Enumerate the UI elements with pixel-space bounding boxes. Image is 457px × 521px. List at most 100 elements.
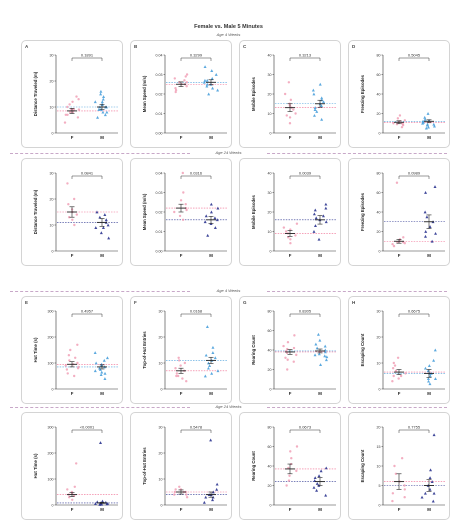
female-point bbox=[173, 490, 177, 494]
female-point bbox=[398, 114, 402, 117]
male-point bbox=[210, 371, 214, 375]
male-point bbox=[432, 358, 436, 362]
male-point bbox=[215, 218, 219, 222]
male-point bbox=[208, 364, 212, 367]
x-tick-label: M bbox=[427, 135, 431, 140]
male-point bbox=[430, 480, 434, 483]
female-point bbox=[292, 108, 295, 111]
female-point bbox=[285, 484, 288, 487]
male-point bbox=[205, 325, 209, 328]
female-point bbox=[73, 485, 76, 488]
male-point bbox=[424, 230, 428, 233]
female-point bbox=[77, 108, 81, 111]
female-point bbox=[68, 359, 71, 362]
male-point bbox=[324, 466, 328, 470]
male-point bbox=[97, 108, 101, 111]
male-point bbox=[209, 210, 213, 214]
section-divider bbox=[267, 153, 447, 154]
male-point bbox=[104, 218, 108, 222]
x-tick-label: F bbox=[71, 135, 74, 140]
male-point bbox=[102, 358, 106, 362]
female-point bbox=[289, 98, 293, 102]
female-point bbox=[75, 213, 79, 216]
x-tick-label: M bbox=[427, 507, 431, 512]
female-point bbox=[185, 85, 188, 88]
female-point bbox=[76, 367, 80, 370]
male-point bbox=[423, 366, 427, 370]
male-point bbox=[317, 474, 321, 478]
significance-bracket bbox=[398, 429, 430, 433]
y-tick-label: 20 bbox=[268, 368, 272, 372]
male-point bbox=[324, 220, 328, 224]
panel-letter: F bbox=[134, 300, 137, 305]
female-point bbox=[286, 358, 289, 361]
p-value-label: 0.4957 bbox=[81, 309, 94, 314]
section-divider bbox=[10, 291, 190, 292]
female-point bbox=[72, 197, 76, 201]
male-point bbox=[426, 125, 430, 129]
chart-svg: 0 10 20 30 Top-of-Hut Entries F M 0.0168 bbox=[142, 309, 227, 396]
significance-bracket bbox=[180, 57, 212, 61]
female-point bbox=[177, 356, 180, 359]
female-point bbox=[283, 92, 287, 96]
y-tick-label: 0.00 bbox=[156, 249, 163, 253]
y-tick-label: 20 bbox=[377, 335, 381, 339]
y-tick-label: 0 bbox=[379, 387, 381, 391]
male-point bbox=[202, 80, 206, 84]
p-value-label: 0.0316 bbox=[190, 171, 203, 176]
male-point bbox=[214, 73, 218, 76]
female-point bbox=[289, 450, 292, 453]
male-point bbox=[313, 353, 317, 357]
female-point bbox=[392, 361, 395, 365]
female-point bbox=[181, 171, 185, 175]
chart-panel: 0 5 10 15 20 Escaping Count F M 0.7755 bbox=[348, 412, 450, 520]
male-point bbox=[426, 377, 430, 380]
chart-svg: 0 20 40 60 80 Rearing Count F M 0.8305 bbox=[251, 309, 336, 396]
significance-bracket bbox=[71, 57, 103, 61]
male-point bbox=[312, 92, 316, 96]
y-axis-label: Hut Time (s) bbox=[33, 453, 38, 478]
female-point bbox=[179, 199, 183, 202]
age-label: Age 24 Weeks bbox=[215, 150, 242, 155]
male-point bbox=[98, 215, 102, 219]
male-point bbox=[93, 502, 97, 506]
x-tick-label: F bbox=[398, 391, 401, 396]
female-point bbox=[174, 88, 178, 92]
male-point bbox=[215, 482, 219, 486]
panel-letter: H bbox=[352, 300, 356, 305]
female-point bbox=[285, 114, 288, 117]
y-tick-label: 20 bbox=[159, 335, 163, 339]
chart-panel: A 0 10 20 30 Distance Traveled (m) F M 0.1891 bbox=[21, 40, 123, 148]
y-tick-label: 0 bbox=[52, 387, 54, 391]
male-point bbox=[93, 100, 97, 104]
male-point bbox=[427, 379, 431, 383]
female-point bbox=[391, 380, 394, 383]
x-tick-label: F bbox=[71, 391, 74, 396]
x-tick-label: M bbox=[209, 135, 213, 140]
female-point bbox=[295, 445, 299, 448]
female-point bbox=[175, 372, 179, 375]
y-tick-label: 20 bbox=[268, 484, 272, 488]
male-point bbox=[100, 499, 104, 503]
chart-panel: F 0 10 20 30 Top-of-Hut Entries F M 0.0168 bbox=[130, 296, 232, 404]
male-point bbox=[428, 476, 432, 480]
female-point bbox=[173, 77, 176, 80]
y-tick-label: 40 bbox=[377, 92, 381, 96]
y-tick-label: 60 bbox=[268, 329, 272, 333]
male-point bbox=[320, 96, 324, 100]
female-point bbox=[71, 498, 74, 501]
y-tick-label: 80 bbox=[268, 309, 272, 313]
section-divider bbox=[267, 407, 447, 408]
male-point bbox=[204, 495, 208, 499]
male-point bbox=[324, 358, 328, 362]
y-tick-label: 0.04 bbox=[156, 53, 163, 57]
y-tick-label: 60 bbox=[268, 445, 272, 449]
y-tick-label: 0.01 bbox=[156, 112, 163, 116]
y-tick-label: 30 bbox=[159, 425, 163, 429]
significance-bracket bbox=[289, 57, 321, 61]
y-tick-label: 0 bbox=[270, 387, 272, 391]
male-point bbox=[311, 88, 315, 92]
female-point bbox=[284, 356, 287, 359]
y-tick-label: 80 bbox=[268, 425, 272, 429]
female-point bbox=[174, 86, 177, 90]
